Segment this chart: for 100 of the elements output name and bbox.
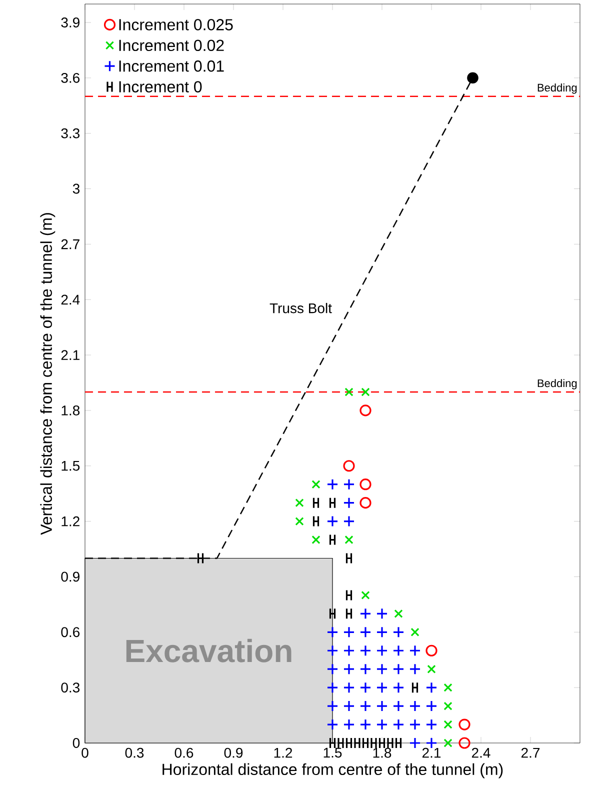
point (360, 478, 372, 490)
point (392, 718, 404, 730)
point (392, 682, 404, 694)
point (343, 718, 355, 730)
point (360, 682, 372, 694)
point (409, 700, 421, 712)
point (376, 608, 388, 620)
point (343, 700, 355, 712)
point (343, 478, 355, 490)
point (444, 702, 452, 710)
point (409, 663, 421, 675)
point (360, 497, 372, 509)
point (426, 718, 438, 730)
point (467, 72, 478, 84)
point (343, 644, 355, 656)
ref-line-label: Bedding (538, 379, 577, 390)
point (312, 480, 320, 489)
point (295, 516, 304, 526)
point (360, 404, 372, 416)
x-tick-label: 1.2 (274, 748, 292, 758)
y-tick-label: 1.8 (62, 405, 80, 416)
point (426, 644, 438, 656)
point (361, 590, 370, 600)
x-tick-label: 1.8 (373, 748, 392, 758)
point (343, 626, 355, 638)
legend-label: Increment 0.025 (119, 19, 233, 30)
point (326, 516, 338, 528)
legend-label: Increment 0.01 (119, 60, 224, 72)
point (376, 700, 388, 712)
y-tick-label: 3.6 (61, 72, 80, 83)
point (360, 608, 372, 620)
point (326, 644, 338, 656)
point (444, 683, 452, 692)
point (344, 535, 354, 544)
x-tick-label: 0.6 (174, 748, 194, 758)
x-tick-label: 2.1 (422, 748, 441, 758)
point (426, 682, 438, 694)
point (361, 388, 370, 396)
point (312, 535, 320, 544)
x-tick-label: 2.7 (521, 748, 540, 758)
point (343, 663, 355, 675)
point (360, 663, 372, 675)
series-label: Truss Bolt (270, 302, 332, 314)
point (458, 737, 470, 749)
point (326, 626, 338, 638)
x-axis-title: Horizontal distance from centre of the tunnel (m) (162, 763, 503, 778)
ref-line-label: Bedding (538, 83, 577, 94)
legend-label: Increment 0.02 (119, 40, 224, 52)
series-label: Excavation (126, 638, 292, 662)
x-tick-label: 0 (82, 748, 88, 758)
point (343, 460, 355, 472)
y-tick-label: 2.4 (61, 294, 80, 304)
point (343, 497, 355, 509)
point (376, 644, 388, 656)
point (376, 682, 388, 694)
y-tick-label: 0.6 (61, 627, 80, 638)
point (458, 718, 470, 730)
point (360, 700, 372, 712)
point (376, 663, 388, 675)
y-tick-label: 0.3 (61, 682, 80, 693)
y-tick-label: 3.9 (61, 18, 80, 28)
point (427, 664, 436, 674)
point (409, 644, 421, 656)
x-tick-label: 0.3 (125, 748, 144, 758)
point (409, 737, 421, 749)
y-tick-label: 1.5 (62, 460, 80, 471)
y-tick-label: 2.1 (61, 350, 80, 360)
point (326, 478, 338, 490)
point (392, 644, 404, 656)
point (444, 720, 452, 729)
point (326, 700, 338, 712)
y-tick-label: 3 (72, 184, 80, 194)
legend-label: Increment 0 (119, 81, 202, 92)
point (326, 682, 338, 694)
point (326, 663, 338, 675)
y-tick-label: 0 (72, 738, 80, 748)
point (392, 700, 404, 712)
point (360, 718, 372, 730)
point (392, 663, 404, 675)
point (410, 628, 420, 636)
point (343, 682, 355, 694)
point (344, 388, 354, 396)
point (360, 626, 372, 638)
point (444, 738, 452, 748)
x-tick-label: 2.4 (472, 748, 490, 758)
point (295, 498, 304, 508)
y-axis-title: Vertical distance from centre of the tunnel (m) (40, 213, 56, 535)
point (376, 626, 388, 638)
y-tick-label: 1.2 (62, 516, 80, 526)
y-tick-label: 0.9 (61, 572, 80, 582)
point (343, 516, 355, 528)
point (409, 718, 421, 730)
point (394, 609, 403, 618)
point (376, 718, 388, 730)
point (326, 718, 338, 730)
point (360, 644, 372, 656)
point (392, 626, 404, 638)
y-tick-label: 3.3 (61, 128, 80, 138)
y-tick-label: 2.7 (61, 239, 80, 250)
point (426, 700, 438, 712)
